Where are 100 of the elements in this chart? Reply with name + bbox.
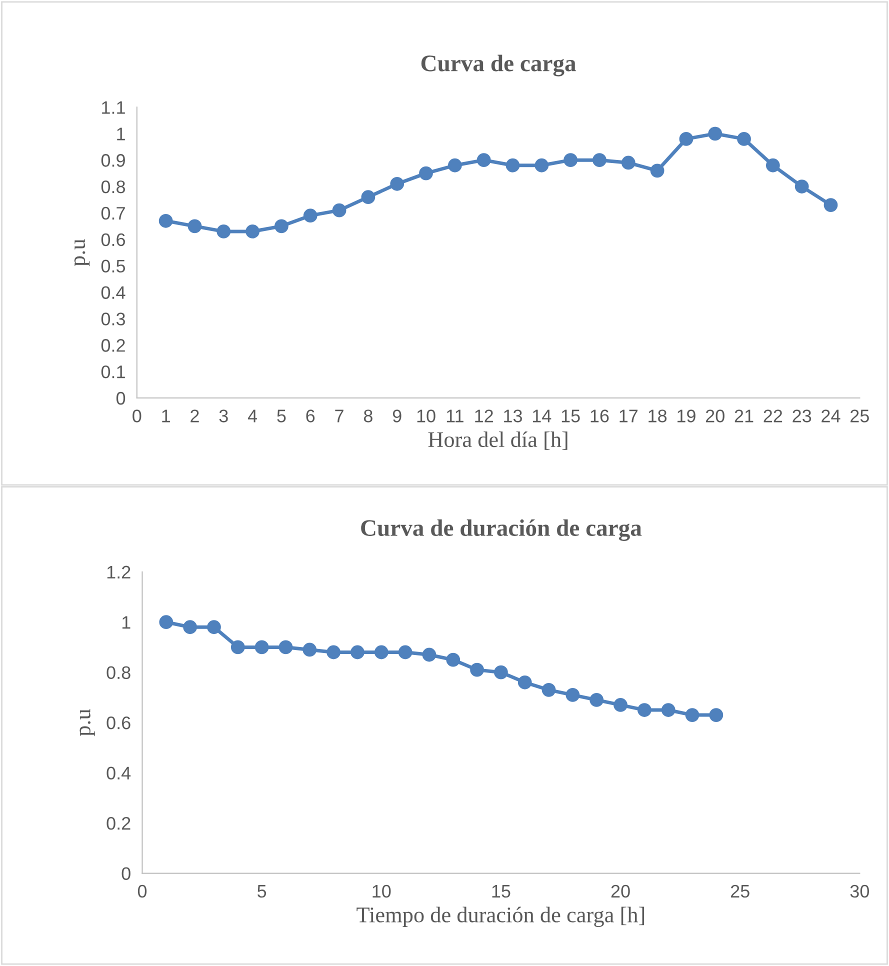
point (766, 158, 780, 172)
point (207, 620, 221, 634)
x-tick-label: 17 (620, 410, 638, 422)
y-tick-label: 0 (122, 867, 130, 880)
point (188, 219, 202, 234)
x-tick-label: 30 (850, 884, 869, 898)
x-tick-label: 1 (162, 410, 170, 422)
point (614, 698, 628, 712)
x-tick-label: 15 (562, 410, 580, 422)
x-tick-label: 5 (277, 410, 286, 422)
point (230, 640, 245, 654)
y-axis-title: p.u (80, 709, 95, 736)
x-axis-title: Tiempo de duración de carga [h] (356, 906, 644, 928)
point (566, 688, 580, 702)
point (448, 158, 462, 172)
x-tick-label: 0 (138, 884, 147, 898)
y-tick-label: 1 (122, 616, 130, 629)
point (494, 665, 508, 680)
y-tick-label: 0.8 (101, 180, 126, 194)
x-tick-label: 14 (532, 410, 552, 422)
x-tick-label: 18 (648, 410, 667, 422)
point (419, 166, 433, 180)
x-tick-label: 20 (706, 410, 724, 422)
x-tick-label: 20 (611, 884, 630, 898)
x-axis-title: Hora del día [h] (428, 431, 568, 450)
point (158, 214, 173, 228)
x-tick-label: 3 (219, 410, 228, 422)
point (794, 180, 809, 194)
point (446, 652, 460, 667)
y-tick-label: 1.1 (102, 101, 125, 114)
point (506, 158, 520, 172)
y-tick-label: 0.5 (101, 260, 126, 273)
y-tick-label: 0.9 (101, 154, 125, 167)
x-tick-label: 22 (764, 410, 782, 422)
x-tick-label: 10 (417, 410, 436, 422)
y-tick-label: 0.2 (106, 816, 130, 830)
point (361, 190, 376, 204)
y-axis-title: p.u (74, 239, 90, 266)
x-tick-label: 2 (190, 410, 199, 422)
point (679, 132, 694, 146)
point (159, 615, 174, 630)
point (661, 703, 676, 717)
x-tick-label: 25 (730, 884, 750, 898)
point (542, 682, 556, 697)
point (246, 224, 260, 238)
x-tick-label: 9 (392, 410, 402, 422)
x-tick-label: 6 (306, 410, 315, 422)
point (254, 640, 269, 654)
point (390, 176, 404, 191)
point (824, 198, 838, 212)
point (621, 156, 636, 170)
point (374, 645, 388, 660)
point (422, 648, 436, 662)
point (637, 703, 652, 717)
point (183, 620, 198, 634)
point (350, 645, 364, 660)
point (590, 693, 604, 707)
x-tick-label: 19 (678, 410, 696, 422)
point (326, 645, 340, 660)
point (518, 675, 532, 690)
y-tick-label: 1 (117, 128, 125, 140)
y-tick-label: 0.6 (101, 233, 126, 246)
point (303, 208, 318, 223)
x-tick-label: 0 (132, 410, 142, 422)
x-tick-label: 5 (258, 885, 266, 898)
x-tick-label: 24 (822, 410, 840, 422)
x-tick-label: 8 (364, 410, 372, 422)
point (685, 708, 700, 722)
point (398, 645, 412, 660)
point (332, 203, 346, 218)
point (278, 640, 293, 654)
y-tick-label: 0.7 (101, 206, 125, 220)
x-tick-label: 7 (335, 410, 344, 422)
point (564, 153, 578, 168)
x-tick-label: 16 (590, 410, 609, 422)
x-tick-label: 15 (492, 885, 510, 898)
point (534, 158, 549, 172)
point (650, 164, 664, 178)
chart-title: Curva de duración de carga (361, 519, 642, 541)
point (592, 153, 606, 168)
y-tick-label: 0.4 (101, 286, 126, 299)
y-tick-label: 1.2 (107, 566, 130, 578)
point (470, 662, 484, 677)
x-tick-label: 21 (734, 410, 754, 422)
point (476, 153, 491, 168)
x-tick-label: 13 (504, 410, 522, 422)
y-tick-label: 0.2 (101, 339, 125, 352)
y-tick-label: 0 (116, 392, 126, 405)
y-tick-label: 0.4 (106, 766, 131, 780)
point (302, 642, 317, 657)
x-tick-label: 10 (372, 884, 391, 898)
point (709, 708, 724, 722)
x-tick-label: 25 (850, 410, 869, 422)
point (737, 132, 751, 146)
x-tick-label: 11 (446, 410, 464, 422)
point (274, 219, 288, 234)
y-tick-label: 0.6 (106, 716, 130, 730)
point (708, 126, 722, 141)
y-tick-label: 0.3 (101, 312, 126, 326)
y-tick-label: 0.1 (101, 365, 125, 378)
